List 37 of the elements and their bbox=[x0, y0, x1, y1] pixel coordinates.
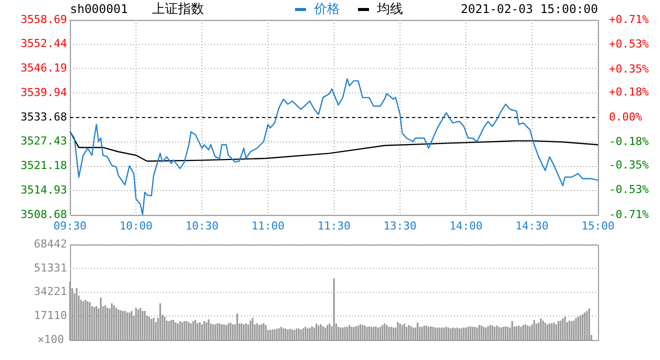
x-tick-label: 11:30 bbox=[317, 219, 351, 232]
y-tick-label: 3558.69 bbox=[20, 12, 67, 26]
x-tick-label: 10:30 bbox=[185, 219, 219, 232]
y-tick-label: 3527.43 bbox=[20, 134, 67, 148]
y-tick-label: 3521.18 bbox=[20, 159, 67, 172]
y-tick-label: 3514.93 bbox=[20, 183, 67, 196]
y2-tick-label: +0.35% bbox=[609, 62, 650, 76]
y2-tick-label: +0.53% bbox=[609, 38, 650, 51]
y2-tick-label: 0.00% bbox=[609, 110, 642, 124]
text: 2021-02-03 15:00:00 bbox=[460, 2, 598, 16]
chart-subtitle: sh000001 bbox=[70, 2, 128, 16]
y2-tick-label: +0.71% bbox=[609, 12, 650, 26]
y-tick-label: 3508.68 bbox=[20, 208, 67, 221]
y-tick-label: 3539.94 bbox=[20, 86, 68, 99]
x-tick-label: 11:00 bbox=[251, 219, 285, 232]
x-tick-label: 10:00 bbox=[119, 219, 153, 232]
y-tick-label: 68442 bbox=[34, 237, 67, 250]
y2-tick-label: -0.53% bbox=[609, 183, 650, 196]
x-tick-label: 14:30 bbox=[515, 219, 549, 232]
y2-tick-label: +0.18% bbox=[609, 86, 650, 99]
y2-tick-label: -0.18% bbox=[609, 135, 650, 148]
y-tick-label: 3552.44 bbox=[20, 37, 68, 50]
y2-tick-label: -0.71% bbox=[609, 208, 650, 221]
legend-label: 均线 bbox=[376, 2, 403, 17]
legend-label: 价格 bbox=[313, 2, 340, 17]
y-tick-label: 51331 bbox=[34, 261, 67, 274]
y2-tick-label: -0.35% bbox=[609, 158, 650, 172]
y-axis-title: ×100 bbox=[36, 333, 64, 346]
x-tick-label: 15:00 bbox=[581, 219, 615, 232]
y-tick-label: 34221 bbox=[34, 285, 67, 298]
y-tick-label: 3546.19 bbox=[20, 62, 67, 75]
x-tick-label: 13:30 bbox=[383, 219, 417, 232]
y-tick-label: 17110 bbox=[34, 309, 67, 322]
x-tick-label: 14:00 bbox=[449, 219, 483, 232]
x-tick-label: 09:30 bbox=[53, 219, 87, 232]
chart-title: 上证指数 bbox=[152, 1, 204, 18]
y-tick-label: 3533.68 bbox=[20, 110, 67, 124]
